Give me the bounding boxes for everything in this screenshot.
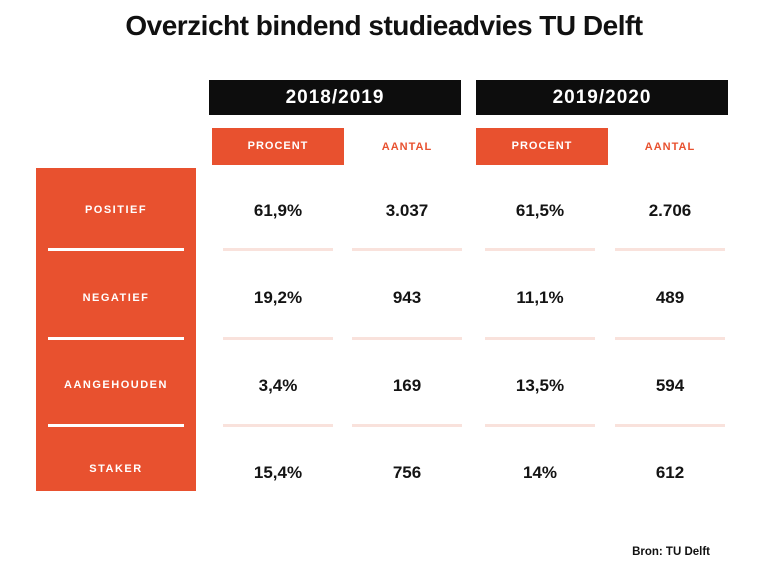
row-header-positief: POSITIEF [84,204,148,216]
table-cell: 612 [655,463,685,482]
row-divider [485,424,595,427]
row-header-negatief: NEGATIEF [82,292,150,304]
row-header-aangehouden: AANGEHOUDEN [64,379,168,391]
column-header-procent-2019: PROCENT [476,128,608,165]
row-divider [615,248,725,251]
column-header-procent-2018: PROCENT [212,128,344,165]
table-cell: 489 [655,288,685,307]
table-cell: 19,2% [253,288,303,307]
year-header-2018-2019: 2018/2019 [209,80,461,115]
table-cell: 15,4% [253,463,303,482]
row-divider [352,337,462,340]
column-header-aantal-2019: AANTAL [644,141,696,153]
table-cell: 61,5% [515,201,565,220]
sidebar-divider [48,337,184,340]
year-header-2019-2020: 2019/2020 [476,80,728,115]
source-attribution: Bron: TU Delft [632,546,710,558]
row-header-panel: POSITIEF NEGATIEF AANGEHOUDEN STAKER [36,168,196,491]
table-cell: 3.037 [385,201,429,220]
column-header-aantal-2018: AANTAL [381,141,433,153]
table-cell: 169 [392,376,422,395]
table-cell: 14% [522,463,558,482]
sidebar-divider [48,424,184,427]
table-cell: 943 [392,288,422,307]
row-divider [223,337,333,340]
row-divider [352,248,462,251]
table-cell: 13,5% [515,376,565,395]
table-cell: 61,9% [253,201,303,220]
table-cell: 2.706 [648,201,692,220]
sidebar-divider [48,248,184,251]
table-cell: 11,1% [516,288,564,307]
page-title: Overzicht bindend studieadvies TU Delft [125,10,643,41]
row-divider [615,424,725,427]
row-divider [485,248,595,251]
table-cell: 594 [655,376,685,395]
row-divider [223,424,333,427]
row-divider [223,248,333,251]
row-header-staker: STAKER [89,463,143,475]
row-divider [485,337,595,340]
table-cell: 756 [392,463,422,482]
table-cell: 3,4% [258,376,298,395]
row-divider [615,337,725,340]
row-divider [352,424,462,427]
